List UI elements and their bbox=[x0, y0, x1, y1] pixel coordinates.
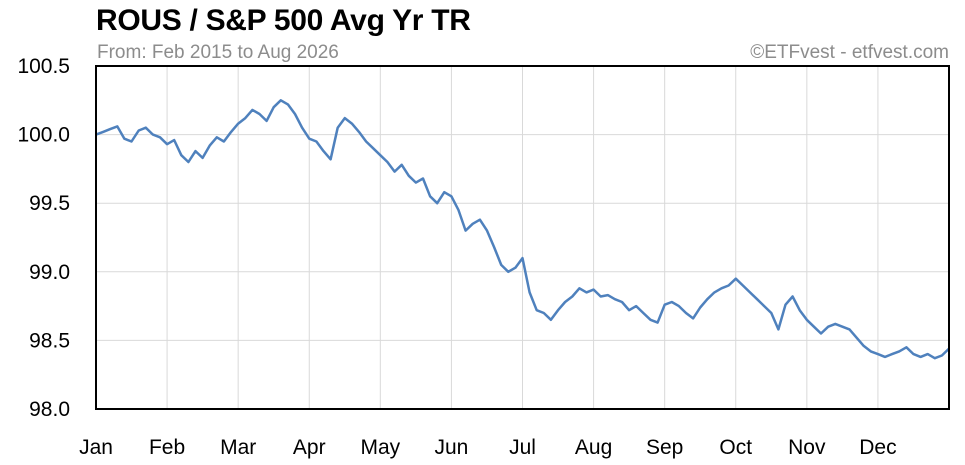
chart-credit: ©ETFvest - etfvest.com bbox=[750, 42, 949, 63]
x-tick-label: Jan bbox=[79, 436, 113, 459]
series-line bbox=[95, 99, 950, 360]
y-axis: 100.5 100.0 99.5 99.0 98.5 98.0 bbox=[17, 55, 70, 421]
grid-lines bbox=[96, 65, 949, 410]
chart-title: ROUS / S&P 500 Avg Yr TR bbox=[96, 4, 471, 37]
series-layer bbox=[95, 99, 950, 360]
y-tick-label: 100.5 bbox=[17, 55, 70, 78]
x-tick-label: May bbox=[360, 436, 400, 459]
y-tick-label: 98.0 bbox=[29, 398, 70, 421]
x-tick-label: Dec bbox=[859, 436, 896, 459]
x-tick-label: Jun bbox=[434, 436, 468, 459]
y-tick-label: 99.5 bbox=[29, 192, 70, 215]
x-tick-label: Nov bbox=[788, 436, 826, 459]
plot-frame bbox=[95, 65, 950, 410]
y-tick-label: 98.5 bbox=[29, 329, 70, 352]
x-tick-label: Feb bbox=[149, 436, 185, 459]
x-tick-label: Oct bbox=[719, 436, 752, 459]
x-tick-label: Mar bbox=[220, 436, 256, 459]
x-tick-label: Apr bbox=[293, 436, 326, 459]
chart-subtitle: From: Feb 2015 to Aug 2026 bbox=[97, 42, 339, 63]
x-tick-label: Sep bbox=[646, 436, 683, 459]
y-tick-label: 99.0 bbox=[29, 261, 70, 284]
y-tick-label: 100.0 bbox=[17, 124, 70, 147]
x-tick-label: Aug bbox=[575, 436, 612, 459]
x-axis: Jan Feb Mar Apr May Jun Jul Aug Sep Oct Nov Dec bbox=[79, 436, 897, 459]
x-tick-label: Jul bbox=[509, 436, 536, 459]
